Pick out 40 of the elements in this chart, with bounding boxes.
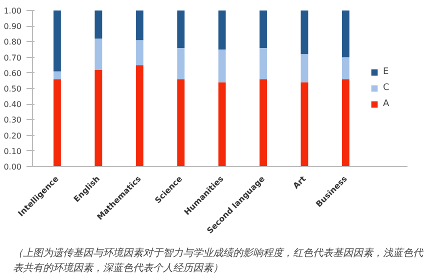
bar <box>260 10 267 48</box>
bar <box>342 10 350 58</box>
bar <box>260 48 267 80</box>
bar <box>136 65 144 166</box>
bar <box>136 10 144 40</box>
bar <box>54 10 61 72</box>
bar <box>94 38 102 70</box>
y-tick-label: 0.20 <box>4 131 22 140</box>
bar <box>260 79 267 166</box>
legend-label: E <box>383 67 390 77</box>
y-tick-label: 0.90 <box>4 22 22 32</box>
y-tick-label: 0.80 <box>4 38 22 47</box>
y-tick-label: 0.30 <box>4 116 22 125</box>
bar <box>300 82 308 166</box>
y-tick-label: 0.50 <box>4 84 22 94</box>
y-tick-label: 0.70 <box>4 53 22 62</box>
bar <box>94 10 102 39</box>
x-tick-label: Art <box>291 174 308 191</box>
bar <box>54 79 61 166</box>
y-tick-label: 0.00 <box>4 162 22 172</box>
y-tick-label: 0.60 <box>4 68 22 78</box>
bar <box>342 57 350 80</box>
bar <box>177 10 185 48</box>
y-tick-label: 0.10 <box>4 146 22 156</box>
text: （上图为遗传基因与环境因素对于智力与学业成绩的影响程度，红色代表基因因素，浅蓝色代表共有的环境因素，深蓝色代表个人经历因素） <box>13 246 424 276</box>
bar <box>136 40 144 66</box>
y-tick-label: 0.40 <box>4 100 22 110</box>
y-tick-label: 1.00 <box>4 6 22 16</box>
bar <box>218 50 226 82</box>
bar <box>54 71 61 80</box>
bar <box>300 54 308 82</box>
bar <box>177 48 185 80</box>
bar <box>218 10 226 50</box>
bar <box>177 79 185 166</box>
legend-label: C <box>383 83 390 93</box>
bar <box>218 82 226 166</box>
bar <box>300 10 308 54</box>
bar <box>342 79 350 166</box>
bar <box>94 70 102 166</box>
legend-label: A <box>383 99 390 109</box>
